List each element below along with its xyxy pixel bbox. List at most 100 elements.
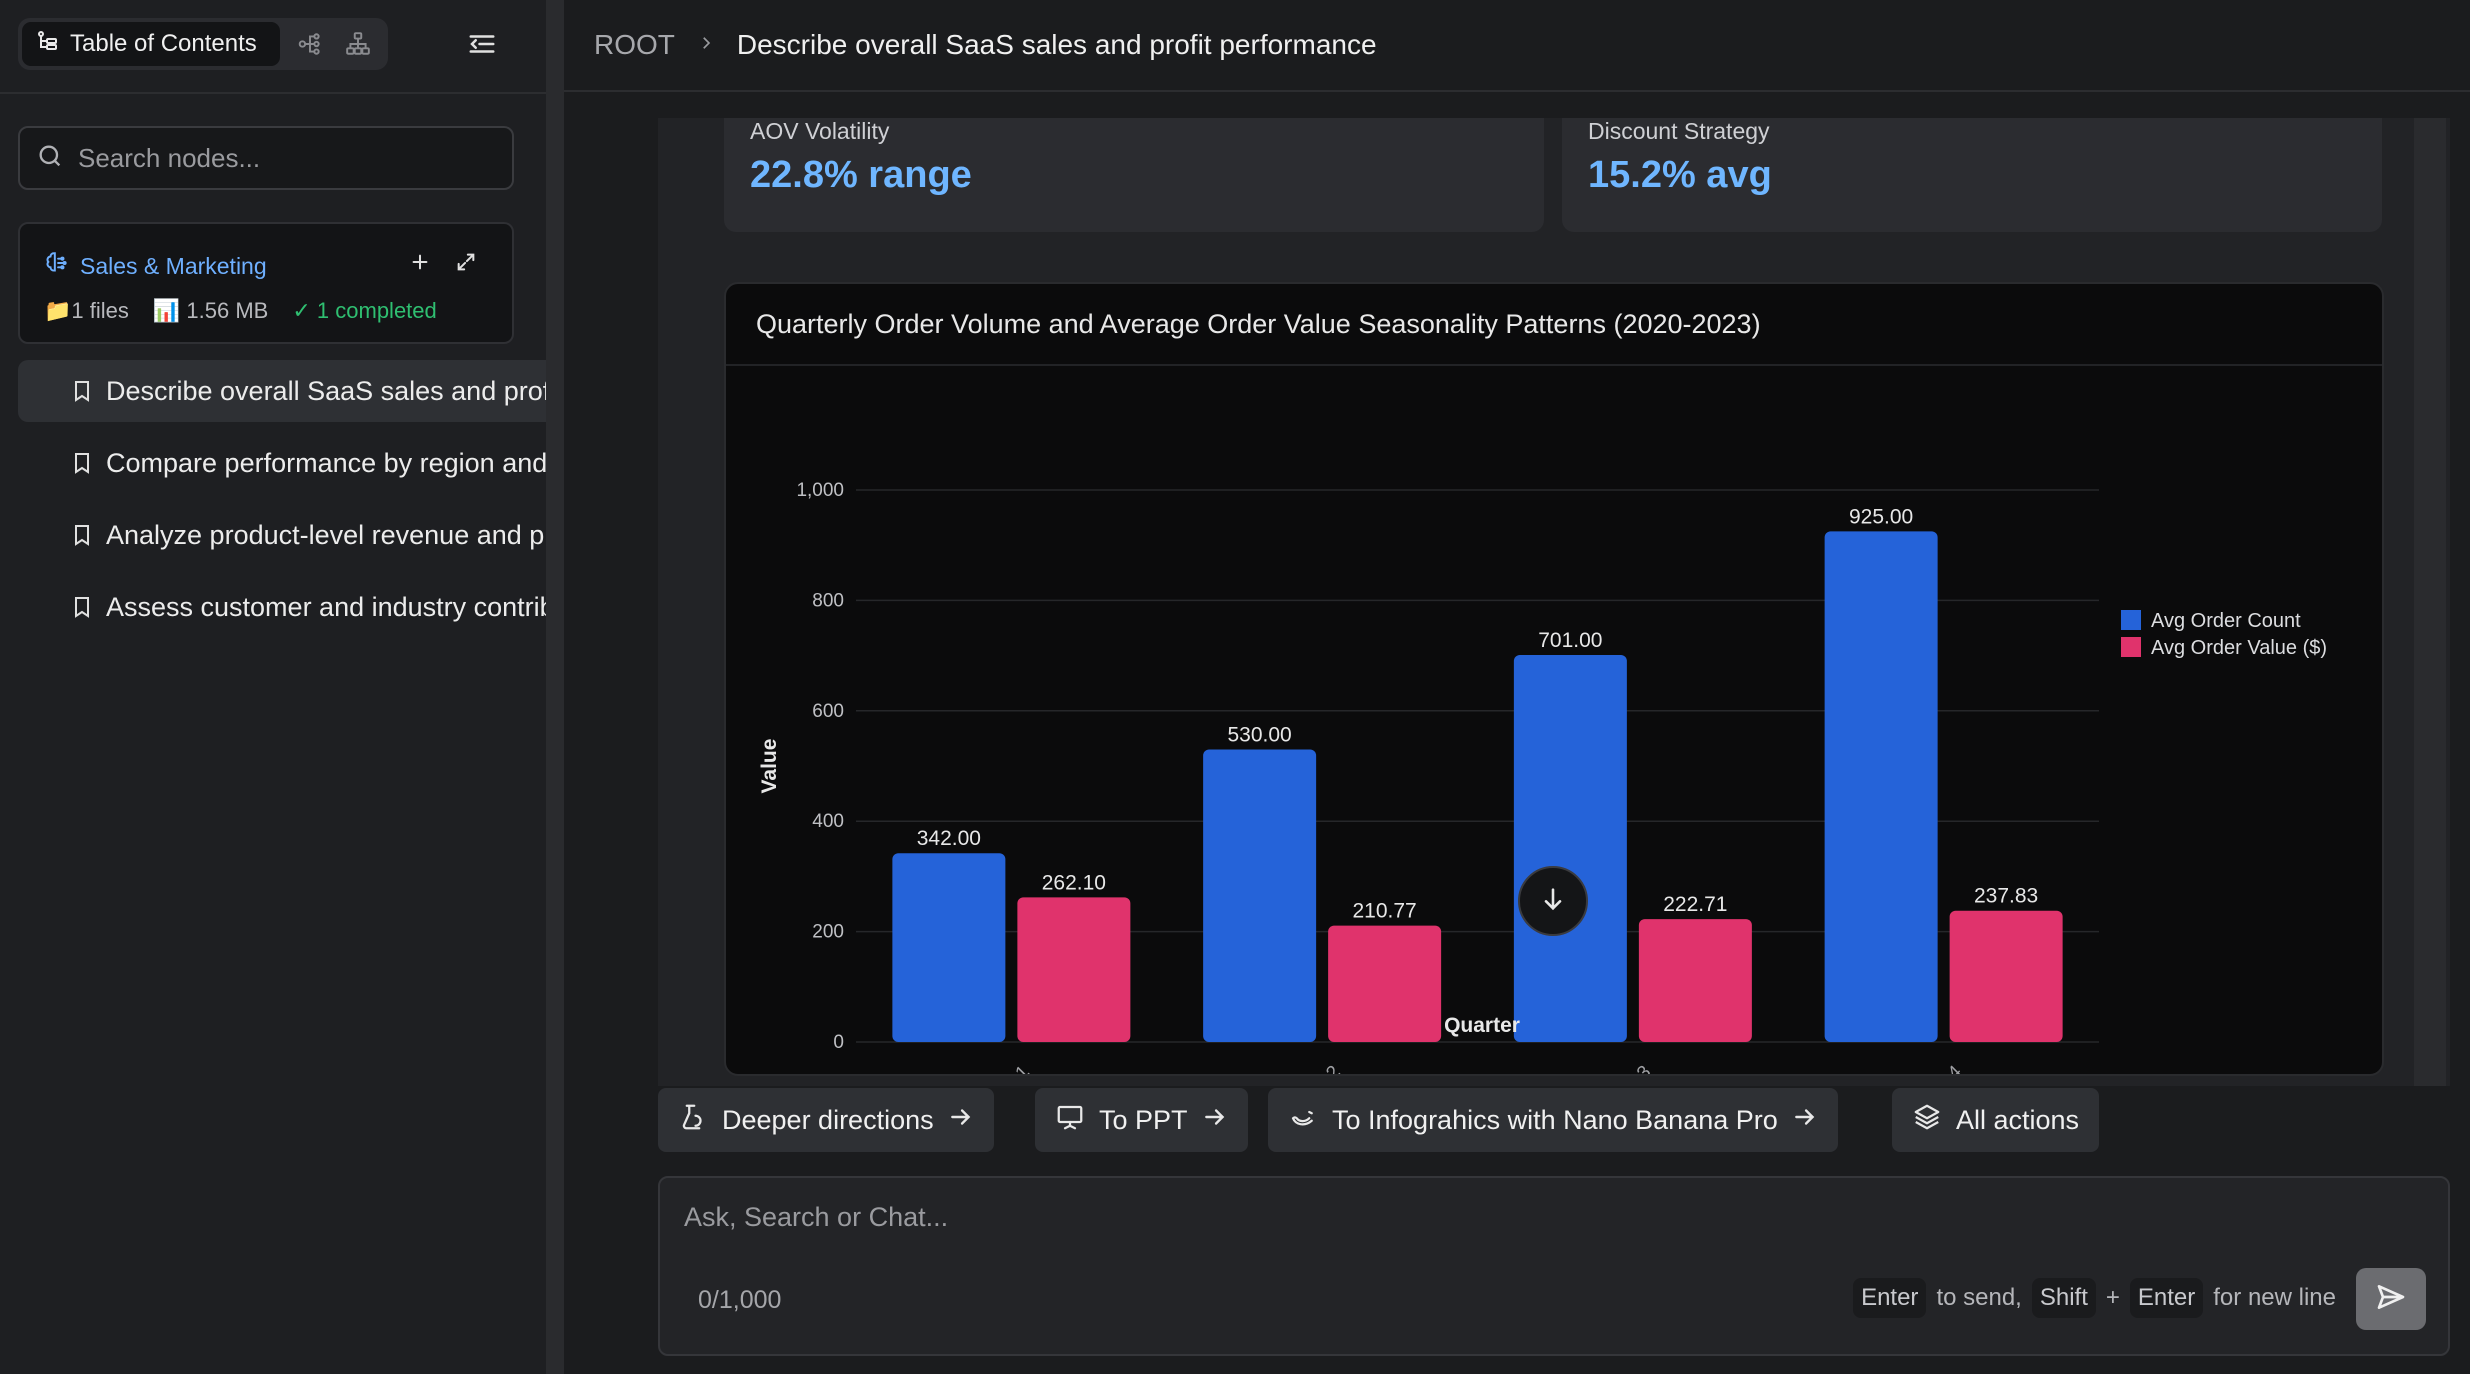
- search-box: [18, 126, 514, 190]
- bookmark-icon: [70, 522, 94, 555]
- bookmark-icon: [70, 378, 94, 411]
- chat-input[interactable]: [684, 1202, 2384, 1242]
- toc-item[interactable]: Assess customer and industry contributio…: [18, 576, 546, 638]
- data-label: 530.00: [1228, 723, 1292, 746]
- kb-meta: 📁1 files 📊 1.56 MB ✓ 1 completed: [44, 298, 437, 324]
- folder-icon: 📁: [44, 298, 72, 323]
- enter-key: Enter: [1853, 1278, 1927, 1318]
- y-tick-label: 600: [812, 701, 844, 722]
- x-tick-label: Q1: [1001, 1062, 1034, 1076]
- bar: [1513, 655, 1627, 1042]
- org-chart-view-icon[interactable]: [344, 30, 372, 58]
- mindmap-view-icon[interactable]: [296, 30, 324, 58]
- toc-item-label: Analyze product-level revenue and profit…: [106, 519, 546, 550]
- bar: [1017, 897, 1131, 1042]
- action-label: Deeper directions: [722, 1104, 934, 1135]
- action-label: To PPT: [1099, 1104, 1188, 1135]
- data-label: 701.00: [1538, 629, 1602, 652]
- breadcrumb-root[interactable]: ROOT: [594, 29, 675, 60]
- legend-swatch: [2121, 637, 2141, 657]
- action-label: To Infograhics with Nano Banana Pro: [1332, 1104, 1778, 1135]
- arrow-right-icon: [1792, 1104, 1818, 1137]
- data-label: 925.00: [1849, 505, 1913, 528]
- to-infographics-button[interactable]: To Infograhics with Nano Banana Pro: [1268, 1088, 1838, 1152]
- chevron-right-icon: [697, 29, 715, 61]
- collapse-sidebar-icon[interactable]: [466, 28, 498, 60]
- metric-card: AOV Volatility 22.8% range: [724, 118, 1544, 232]
- bar: [1949, 910, 2063, 1042]
- toc-item[interactable]: Analyze product-level revenue and profit…: [18, 504, 546, 566]
- resize-handle[interactable]: [546, 0, 564, 1374]
- scroll-down-button[interactable]: [1518, 866, 1588, 936]
- metric-label: Discount Strategy: [1588, 118, 1770, 144]
- metric-card: Discount Strategy 15.2% avg: [1562, 118, 2382, 232]
- bar-chart: 0 200 400 600 800 1,000 Value 342.00 262.10 Q1 530…: [758, 480, 2327, 1076]
- arrow-right-icon: [948, 1104, 974, 1137]
- toc-item[interactable]: Describe overall SaaS sales and profit p…: [18, 360, 546, 422]
- toc-item-label: Describe overall SaaS sales and profit p…: [106, 375, 546, 406]
- flask-icon: [678, 1102, 708, 1139]
- storage-size: 📊 1.56 MB: [152, 298, 269, 323]
- data-label: 262.10: [1042, 871, 1106, 894]
- x-tick-label: Q2: [1312, 1062, 1345, 1076]
- bar: [1638, 919, 1752, 1042]
- chat-box: 0/1,000 Enter to send, Shift + Enter for…: [658, 1176, 2450, 1356]
- enter-key: Enter: [2129, 1278, 2204, 1318]
- y-tick-label: 400: [812, 811, 844, 832]
- toc-item-label: Assess customer and industry contributio…: [106, 591, 546, 622]
- bar: [1328, 925, 1442, 1042]
- data-label: 237.83: [1974, 885, 2038, 908]
- y-tick-label: 200: [812, 922, 844, 943]
- scrollbar[interactable]: [2414, 118, 2446, 1086]
- legend-label: Avg Order Value ($): [2151, 637, 2327, 659]
- banana-icon: [1288, 1102, 1318, 1139]
- y-tick-label: 1,000: [796, 480, 844, 501]
- knowledge-base-card[interactable]: Sales & Marketing 📁1 files 📊 1.56 MB ✓ 1…: [18, 222, 514, 344]
- data-label: 342.00: [917, 827, 981, 850]
- deeper-directions-button[interactable]: Deeper directions: [658, 1088, 994, 1152]
- send-icon: [2375, 1281, 2407, 1318]
- chart-title: Quarterly Order Volume and Average Order…: [726, 284, 2382, 366]
- chart-card: Quarterly Order Volume and Average Order…: [724, 282, 2384, 1076]
- send-button[interactable]: [2356, 1268, 2426, 1330]
- search-input[interactable]: [78, 142, 478, 174]
- y-tick-label: 0: [833, 1032, 844, 1053]
- view-toggle: Table of Contents: [18, 18, 388, 70]
- completed-status: ✓ 1 completed: [292, 298, 437, 323]
- toc-item[interactable]: Compare performance by region and segmen…: [18, 432, 546, 494]
- bookmark-icon: [70, 594, 94, 627]
- x-tick-label: Q4: [1933, 1061, 1966, 1076]
- char-counter: 0/1,000: [698, 1286, 782, 1314]
- hint-text: to send,: [1936, 1284, 2022, 1311]
- toc-view-button[interactable]: Table of Contents: [22, 22, 280, 66]
- legend-swatch: [2121, 610, 2141, 630]
- all-actions-button[interactable]: All actions: [1892, 1088, 2100, 1152]
- arrow-down-icon: [1539, 885, 1567, 918]
- data-label: 210.77: [1353, 900, 1417, 923]
- main-panel: ROOT Describe overall SaaS sales and pro…: [564, 0, 2470, 1374]
- keyboard-hint: Enter to send, Shift + Enter for new lin…: [1853, 1278, 2336, 1318]
- sidebar: Table of Contents Sales & Marketing: [0, 0, 546, 1374]
- metric-label: AOV Volatility: [750, 118, 890, 144]
- tree-list-icon: [36, 29, 60, 60]
- add-icon[interactable]: [406, 248, 434, 276]
- action-label: All actions: [1956, 1104, 2080, 1135]
- bookmark-icon: [70, 450, 94, 483]
- to-ppt-button[interactable]: To PPT: [1035, 1088, 1248, 1152]
- kb-name: Sales & Marketing: [80, 252, 267, 279]
- toc-item-label: Compare performance by region and segmen…: [106, 447, 546, 478]
- y-axis-label: Value: [758, 739, 781, 794]
- breadcrumb-current: Describe overall SaaS sales and profit p…: [736, 29, 1377, 60]
- y-tick-label: 800: [812, 590, 844, 611]
- legend-label: Avg Order Count: [2151, 610, 2301, 632]
- brain-icon: [44, 250, 70, 282]
- x-tick-label: Q3: [1623, 1062, 1656, 1076]
- bar: [1203, 749, 1317, 1042]
- report-content[interactable]: AOV Volatility 22.8% range Discount Stra…: [658, 118, 2450, 1086]
- shift-key: Shift: [2031, 1278, 2096, 1318]
- expand-icon[interactable]: [452, 248, 480, 276]
- x-axis-label: Quarter: [1444, 1014, 1520, 1037]
- divider: [0, 92, 546, 94]
- data-label: 222.71: [1663, 893, 1727, 916]
- bar-chart-icon: 📊: [152, 298, 181, 323]
